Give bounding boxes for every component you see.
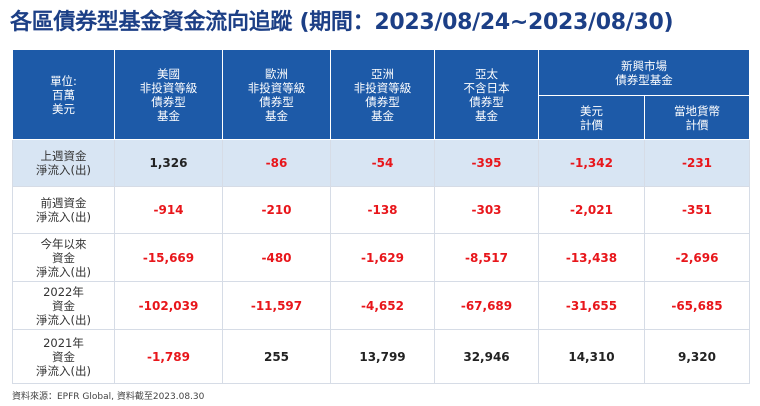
- table-cell: -2,021: [538, 186, 645, 234]
- fund-flow-table: 單位: 百萬 美元 美國 非投資等級 債券型 基金 歐洲 非投資等級 債券型 基…: [12, 49, 750, 384]
- table-row: 前週資金 淨流入(出) -914 -210 -138 -303 -2,021 -…: [12, 186, 750, 234]
- table-row: 2022年 資金 淨流入(出) -102,039 -11,597 -4,652 …: [12, 281, 750, 330]
- table-cell: -231: [644, 139, 750, 187]
- table-cell: -480: [222, 233, 331, 282]
- table-cell: 14,310: [538, 329, 645, 384]
- table-cell: 9,320: [644, 329, 750, 384]
- table-cell: 32,946: [434, 329, 539, 384]
- table-cell: -54: [330, 139, 435, 187]
- row-label: 前週資金 淨流入(出): [12, 186, 115, 234]
- row-label: 2022年 資金 淨流入(出): [12, 281, 115, 330]
- table-row: 上週資金 淨流入(出) 1,326 -86 -54 -395 -1,342 -2…: [12, 139, 750, 187]
- header-emerging-market-group: 新興市場 債券型基金: [538, 49, 750, 96]
- table-cell: -210: [222, 186, 331, 234]
- table-cell: -1,342: [538, 139, 645, 187]
- table-cell: -13,438: [538, 233, 645, 282]
- table-cell: -351: [644, 186, 750, 234]
- table-cell: -303: [434, 186, 539, 234]
- header-apac-ex-japan: 亞太 不含日本 債券型 基金: [434, 49, 539, 140]
- table-cell: 1,326: [114, 139, 223, 187]
- header-asia-high-yield: 亞洲 非投資等級 債券型 基金: [330, 49, 435, 140]
- table-cell: -2,696: [644, 233, 750, 282]
- table-cell: -11,597: [222, 281, 331, 330]
- header-europe-high-yield: 歐洲 非投資等級 債券型 基金: [222, 49, 331, 140]
- table-cell: -31,655: [538, 281, 645, 330]
- source-note: 資料來源：EPFR Global, 資料截至2023.08.30: [12, 392, 205, 402]
- row-label: 2021年 資金 淨流入(出): [12, 329, 115, 384]
- table-cell: -914: [114, 186, 223, 234]
- table-cell: -102,039: [114, 281, 223, 330]
- table-cell: -67,689: [434, 281, 539, 330]
- table-cell: -138: [330, 186, 435, 234]
- table-cell: 255: [222, 329, 331, 384]
- table-cell: -65,685: [644, 281, 750, 330]
- header-em-usd: 美元 計價: [538, 95, 645, 140]
- table-cell: -1,629: [330, 233, 435, 282]
- table-cell: -1,789: [114, 329, 223, 384]
- table-cell: 13,799: [330, 329, 435, 384]
- header-unit: 單位: 百萬 美元: [12, 49, 115, 140]
- table-cell: -8,517: [434, 233, 539, 282]
- table-cell: -15,669: [114, 233, 223, 282]
- table-cell: -4,652: [330, 281, 435, 330]
- table-row: 2021年 資金 淨流入(出) -1,789 255 13,799 32,946…: [12, 329, 750, 384]
- table-cell: -395: [434, 139, 539, 187]
- table-row: 今年以來 資金 淨流入(出) -15,669 -480 -1,629 -8,51…: [12, 233, 750, 282]
- row-label: 今年以來 資金 淨流入(出): [12, 233, 115, 282]
- page-title: 各區債券型基金資金流向追蹤 (期間：2023/08/24~2023/08/30): [10, 10, 674, 35]
- header-em-local-currency: 當地貨幣 計價: [644, 95, 750, 140]
- table-cell: -86: [222, 139, 331, 187]
- header-us-high-yield: 美國 非投資等級 債券型 基金: [114, 49, 223, 140]
- row-label: 上週資金 淨流入(出): [12, 139, 115, 187]
